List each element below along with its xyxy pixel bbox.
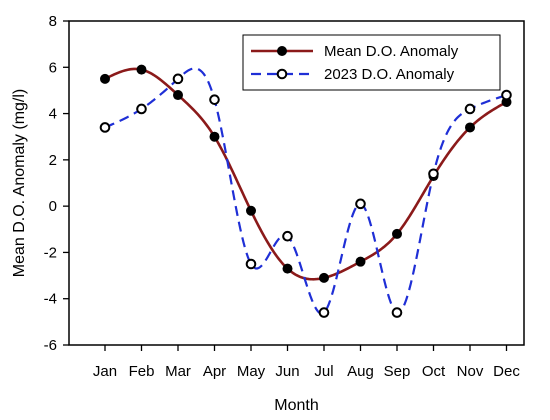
x-tick-label: Feb — [129, 363, 155, 380]
data-point-2023 — [282, 230, 293, 242]
data-point-mean — [355, 256, 366, 267]
data-point-mean — [319, 272, 329, 283]
data-point-mean — [136, 64, 147, 75]
legend: Mean D.O. Anomaly 2023 D.O. Anomaly — [242, 34, 501, 91]
series-layer — [99, 64, 512, 318]
x-axis-title: Month — [274, 397, 318, 414]
x-tick-label: Dec — [493, 363, 520, 380]
data-point-mean — [173, 90, 183, 101]
data-point-2023 — [245, 258, 257, 270]
x-tick-label: May — [237, 363, 266, 380]
x-tick-label: Mar — [165, 363, 191, 380]
legend-label-2023: 2023 D.O. Anomaly — [324, 66, 455, 83]
y-tick-label: 4 — [49, 106, 57, 123]
data-point-2023 — [391, 307, 403, 318]
legend-label-mean: Mean D.O. Anomaly — [324, 43, 459, 60]
y-tick-label: 0 — [49, 198, 57, 215]
series-line-mean — [104, 67, 508, 281]
y-axis-title: Mean D.O. Anomaly (mg/l) — [11, 89, 28, 278]
x-tick-label: Apr — [203, 363, 226, 380]
x-axis: Jan Feb Mar Apr May Jun Jul Aug Sep Oct Nov Dec — [93, 345, 520, 380]
x-tick-label: Jan — [93, 363, 117, 380]
legend-marker-2023 — [276, 68, 288, 80]
data-point-mean — [282, 263, 293, 274]
data-point-2023 — [99, 122, 111, 133]
data-point-mean — [209, 131, 220, 142]
plot-area-frame — [68, 20, 525, 346]
data-point-2023 — [355, 198, 366, 210]
data-point-2023 — [136, 103, 147, 115]
data-point-2023 — [464, 103, 476, 115]
legend-box — [242, 34, 501, 91]
y-tick-label: 6 — [49, 59, 57, 76]
x-tick-label: Jul — [314, 363, 333, 380]
y-tick-label: 2 — [49, 152, 57, 169]
data-point-mean — [392, 228, 402, 239]
x-tick-label: Nov — [457, 363, 484, 380]
data-point-2023 — [318, 307, 330, 318]
data-point-mean — [465, 122, 475, 133]
x-tick-label: Oct — [422, 363, 446, 380]
data-point-mean — [100, 73, 110, 84]
legend-marker-mean — [277, 46, 287, 56]
y-axis: -6 -4 -2 0 2 4 6 8 — [44, 13, 69, 354]
y-tick-label: -6 — [44, 337, 57, 354]
data-point-2023 — [209, 94, 220, 105]
data-point-2023 — [501, 89, 512, 101]
data-point-2023 — [172, 73, 184, 85]
y-tick-label: -2 — [44, 244, 57, 261]
data-point-mean — [246, 205, 256, 216]
y-tick-label: -4 — [44, 291, 57, 308]
series-line-2023 — [104, 67, 507, 315]
data-point-2023 — [428, 168, 439, 180]
x-tick-label: Jun — [275, 363, 299, 380]
x-tick-label: Sep — [384, 363, 411, 380]
x-tick-label: Aug — [347, 363, 374, 380]
y-tick-label: 8 — [49, 13, 57, 30]
